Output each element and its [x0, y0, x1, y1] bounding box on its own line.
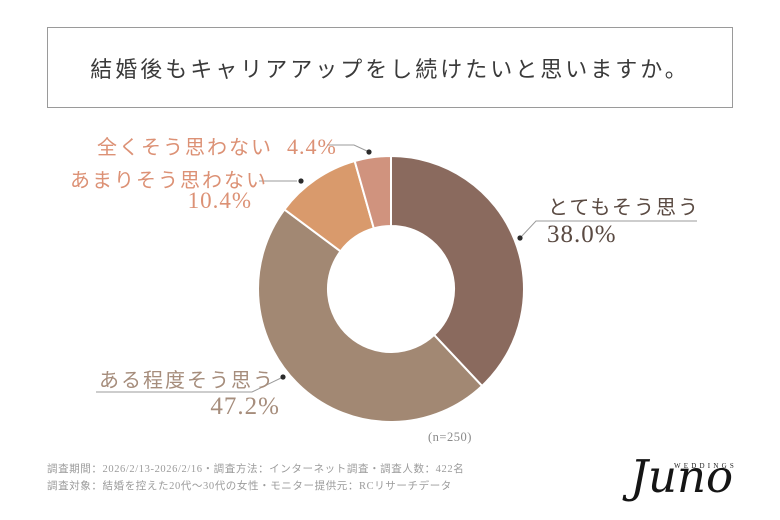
donut-segments-group [257, 155, 525, 423]
donut-segment-0 [390, 155, 525, 387]
segment-label-somewhat-disagree: あまりそう思わない [70, 170, 268, 192]
brand-logo: WEDDINGS Juno [628, 445, 740, 511]
segment-percent-somewhat-disagree: 10.4% [187, 188, 252, 213]
segment-label-strongly-disagree: 全くそう思わない 4.4% [97, 131, 337, 160]
survey-notes: 調査期間：2026/2/13-2026/2/16・調査方法：インターネット調査・… [47, 461, 464, 495]
leader-dots-group [280, 149, 523, 380]
leader-line-somewhat-agree [96, 377, 282, 393]
logo-tagline: WEDDINGS [674, 462, 737, 470]
segment-label-strongly-disagree-text: 全くそう思わない [97, 137, 273, 159]
segment-percent-strongly-agree: 38.0% [547, 221, 617, 248]
logo-name: Juno [630, 450, 734, 503]
leader-lines-group [96, 144, 697, 393]
title-box: 結婚後もキャリアアップをし続けたいと思いますか。 [47, 27, 733, 108]
leader-dot-strongly-disagree [366, 149, 372, 155]
leader-dot-somewhat-disagree [298, 178, 304, 184]
sample-size-label: (n=250) [428, 430, 472, 444]
leader-line-strongly-disagree [327, 144, 368, 152]
survey-note-line-2: 調査対象：結婚を控えた20代～30代の女性・モニター提供元：RCリサーチデータ [47, 481, 452, 492]
donut-segment-3 [353, 155, 392, 230]
leader-line-strongly-agree [520, 220, 697, 238]
segment-label-strongly-agree: とてもそう思う [548, 197, 700, 219]
page-title: 結婚後もキャリアアップをし続けたいと思いますか。 [90, 56, 690, 82]
segment-label-somewhat-agree: ある程度そう思う [99, 370, 275, 392]
segment-percent-strongly-disagree: 4.4% [287, 134, 337, 159]
donut-segment-1 [257, 208, 484, 423]
leader-dot-strongly-agree [517, 235, 523, 241]
survey-note-line-1: 調査期間：2026/2/13-2026/2/16・調査方法：インターネット調査・… [47, 464, 465, 475]
leader-dot-somewhat-agree [280, 374, 286, 380]
segment-percent-somewhat-agree: 47.2% [210, 393, 280, 420]
